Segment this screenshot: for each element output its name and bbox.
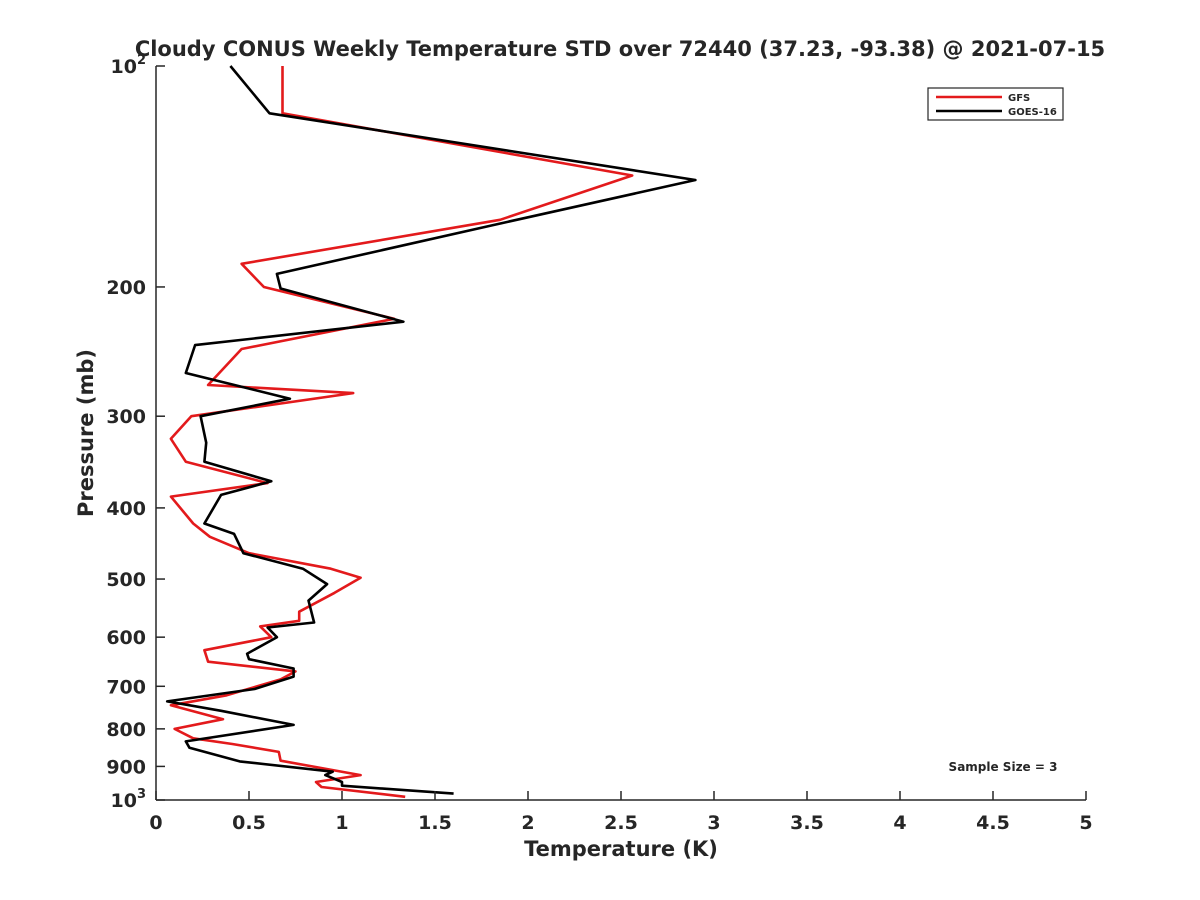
series-line-gfs [169, 66, 634, 799]
y-tick-label: 800 [106, 719, 146, 741]
y-tick-label: 300 [106, 406, 146, 428]
plot-background [156, 66, 1086, 800]
legend: GFS GOES-16 [927, 87, 1064, 121]
axes: 0 0.5 1 1.5 2 2.5 3 3.5 4 4.5 5 200 300 400 500 600 700… [106, 53, 1092, 834]
y-tick-label: 400 [106, 498, 146, 520]
x-tick-label: 1.5 [418, 812, 452, 834]
chart-title: Cloudy CONUS Weekly Temperature STD over… [135, 37, 1105, 61]
y-tick-label: 700 [106, 676, 146, 698]
y-tick-label: 900 [106, 756, 146, 778]
series-line-goes-16 [165, 65, 697, 795]
y-tick-label: 103 [111, 787, 147, 812]
y-tick-label: 200 [106, 277, 146, 299]
legend-label-goes-16: GOES-16 [1008, 107, 1057, 118]
y-ticks: 200 300 400 500 600 700 800 900 102 103 [106, 53, 165, 812]
x-tick-label: 1 [335, 812, 348, 834]
x-tick-label: 4.5 [976, 812, 1010, 834]
y-axis-label: Pressure (mb) [74, 349, 98, 517]
x-tick-label: 3 [707, 812, 720, 834]
x-tick-label: 0.5 [232, 812, 266, 834]
x-tick-label: 0 [149, 812, 162, 834]
plot-area: 0 0.5 1 1.5 2 2.5 3 3.5 4 4.5 5 200 300 400 500 600 700… [74, 53, 1093, 861]
y-tick-label: 600 [106, 627, 146, 649]
y-tick-label: 500 [106, 569, 146, 591]
x-tick-label: 2 [521, 812, 534, 834]
x-tick-label: 3.5 [790, 812, 824, 834]
x-tick-label: 2.5 [604, 812, 638, 834]
legend-box [927, 87, 1064, 121]
y-tick-label: 102 [111, 53, 147, 78]
series-layer [165, 65, 697, 799]
x-tick-label: 4 [893, 812, 906, 834]
x-tick-label: 5 [1079, 812, 1092, 834]
sample-size-annotation: Sample Size = 3 [949, 760, 1058, 774]
legend-label-gfs: GFS [1008, 93, 1030, 104]
x-axis-label: Temperature (K) [524, 837, 718, 861]
x-ticks: 0 0.5 1 1.5 2 2.5 3 3.5 4 4.5 5 [149, 791, 1093, 834]
